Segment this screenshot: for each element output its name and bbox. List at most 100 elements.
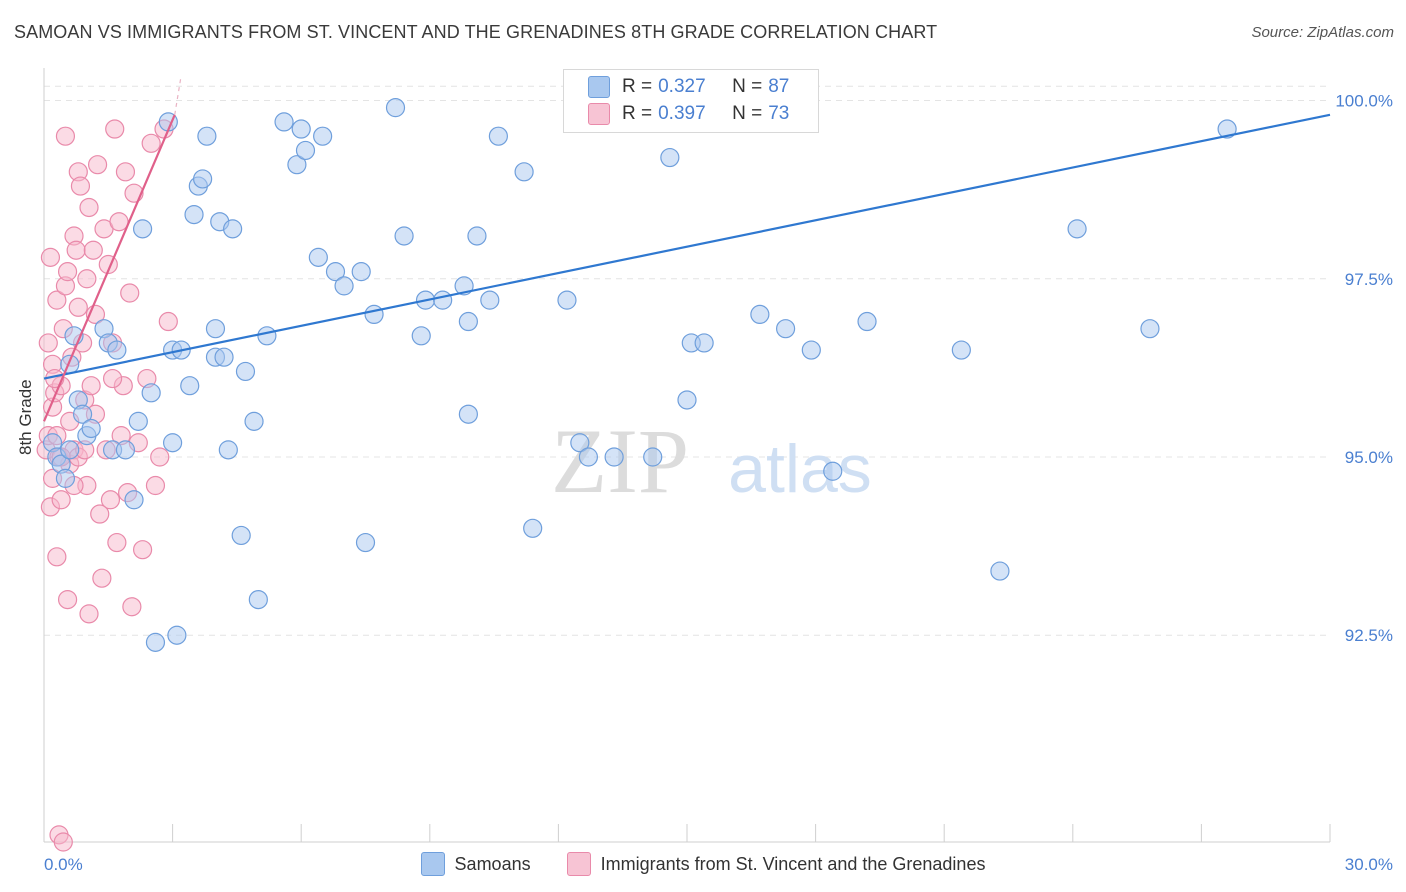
immigrants-point [120,283,140,303]
samoans-point [951,340,971,360]
samoans-point [1140,319,1160,339]
samoans-point [643,447,663,467]
r-label: R = [622,76,653,97]
samoans-point [458,311,478,332]
samoans-point [433,290,453,310]
y-tick-label: 100.0% [1335,92,1393,111]
samoans-point [128,411,148,431]
samoans-point [287,155,307,175]
immigrants-point [87,155,108,175]
correlation-row-immigrants: R = 0.397 N = 73 [588,101,789,127]
samoans-point [163,433,183,453]
samoans-point [990,561,1010,581]
immigrants-point [83,240,103,260]
immigrants-trendline-extension [174,75,182,115]
samoans-point [857,311,877,332]
samoans-trendline [43,113,1331,380]
legend-item-immigrants[interactable]: Immigrants from St. Vincent and the Gren… [566,851,986,877]
samoans-point [205,319,226,339]
immigrants-point [102,368,123,389]
samoans-point [145,632,166,652]
immigrants-point [38,333,58,353]
source-label: Source: ZipAtlas.com [1251,24,1394,41]
samoans-point [257,326,277,346]
immigrants-point [53,832,73,852]
samoans-point [197,126,217,146]
samoans-point [694,333,714,353]
immigrants-point [158,311,178,332]
samoans-point [107,340,127,360]
samoans-point [313,126,333,146]
data-points [36,98,1237,852]
n-label: N = [732,103,763,124]
samoans-point [677,390,697,410]
samoans-legend-swatch [420,852,445,876]
samoans-point [394,226,414,246]
samoans-point [467,226,487,246]
samoans-point [578,447,599,467]
immigrants-point [77,269,97,289]
r-value: 0.327 [658,76,706,97]
samoans-point [364,304,384,325]
samoans-point [557,290,577,310]
samoans-point [308,247,328,267]
samoans-point [244,411,264,431]
immigrants-point [100,490,121,510]
immigrants-point [79,604,99,624]
samoans-swatch [588,76,610,98]
immigrants-point [47,290,67,310]
legend-item-samoans[interactable]: Samoans [420,851,531,877]
samoans-point [231,525,251,546]
immigrants-point [92,568,112,588]
y-axis-title: 8th Grade [16,379,35,455]
samoans-point [184,204,204,225]
immigrants-legend-swatch [566,852,591,876]
watermark: ZIP atlas [551,410,872,512]
samoans-point [801,340,821,360]
series-legend: Samoans Immigrants from St. Vincent and … [0,851,1406,877]
samoans-point [823,461,843,481]
samoans-point [180,376,200,396]
samoans-point [214,347,234,367]
samoans-point [248,589,268,610]
samoans-point [775,319,796,339]
samoans-point [223,219,243,239]
tick-labels: 92.5% 95.0% 97.5% 100.0% 0.0% 30.0% [44,92,1393,874]
immigrants-point [145,475,166,496]
immigrants-point [115,162,136,182]
samoans-point [60,354,80,374]
immigrants-point [105,119,125,139]
immigrants-point [70,176,91,196]
y-tick-label: 97.5% [1345,270,1393,289]
immigrants-point [55,126,76,146]
immigrants-point [141,133,161,153]
legend-label-immigrants: Immigrants from St. Vincent and the Gren… [600,853,986,874]
immigrants-point [57,262,78,282]
r-value: 0.397 [658,103,706,124]
samoans-point [235,361,256,382]
immigrants-point [122,597,142,617]
samoans-point [488,126,508,146]
n-value: 87 [768,76,790,97]
samoans-point [1217,119,1237,139]
immigrants-point [79,197,99,218]
samoans-point [167,625,187,645]
y-tick-label: 92.5% [1345,626,1393,645]
samoans-point [385,98,406,118]
samoans-point [1067,219,1087,239]
samoans-point [218,440,238,460]
immigrants-point [107,532,127,553]
watermark-atlas: atlas [728,431,872,507]
x-tick-label: 30.0% [1345,855,1393,874]
immigrants-point [40,247,61,267]
samoans-point [570,433,590,453]
samoans-point [141,383,161,403]
samoans-point [411,326,431,346]
samoans-point [115,440,136,460]
samoans-point [81,418,101,439]
immigrants-point [57,589,78,610]
samoans-point [514,162,534,182]
legend-label-samoans: Samoans [454,853,531,874]
grid-lines [44,85,1330,636]
n-value: 73 [768,103,790,124]
